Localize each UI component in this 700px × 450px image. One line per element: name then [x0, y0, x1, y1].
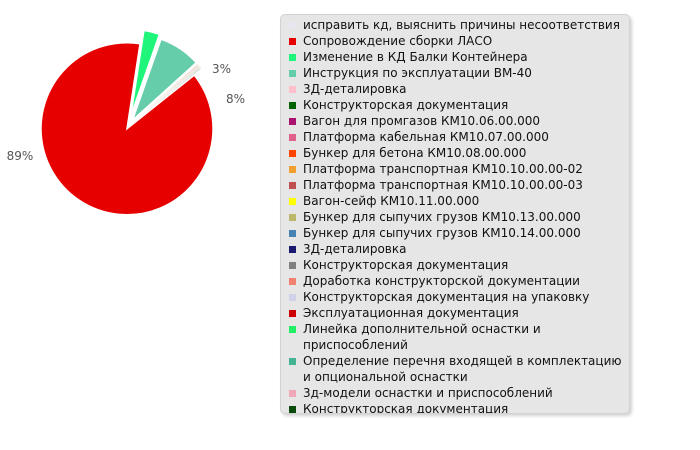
legend-swatch [289, 358, 296, 365]
legend-item: Инструкция по эксплуатации ВМ-40 [289, 65, 625, 81]
legend-item: Вагон-сейф КМ10.11.00.000 [289, 193, 625, 209]
legend-swatch [289, 182, 296, 189]
legend-item: Эксплуатационная документация [289, 305, 625, 321]
legend-label: исправить кд, выяснить причины несоответ… [303, 18, 620, 32]
legend-item: Определение перечня входящей в комплекта… [289, 353, 625, 385]
legend-label: Доработка конструкторской документации [303, 274, 580, 288]
legend-item: 3д-модели оснастки и приспособлений [289, 385, 625, 401]
legend-label: 3Д-деталировка [303, 242, 407, 256]
legend-swatch [289, 198, 296, 205]
legend-swatch [289, 294, 296, 301]
legend-item: Бункер для сыпучих грузов КМ10.14.00.000 [289, 225, 625, 241]
legend-label: Бункер для бетона КМ10.08.00.000 [303, 146, 527, 160]
legend-item: Доработка конструкторской документации [289, 273, 625, 289]
legend-swatch [289, 262, 296, 269]
legend-label: Инструкция по эксплуатации ВМ-40 [303, 66, 532, 80]
legend-item: исправить кд, выяснить причины несоответ… [289, 17, 625, 33]
legend-item: Конструкторская документация [289, 97, 625, 113]
legend-swatch [289, 150, 296, 157]
legend-item: Бункер для бетона КМ10.08.00.000 [289, 145, 625, 161]
legend-swatch [289, 54, 296, 61]
legend-swatch [289, 278, 296, 285]
legend-item: Конструкторская документация [289, 257, 625, 273]
legend-label: Конструкторская документация [303, 258, 509, 272]
legend-label: Конструкторская документация [303, 98, 509, 112]
legend-label: 3Д-деталировка [303, 82, 407, 96]
legend-label: Бункер для сыпучих грузов КМ10.14.00.000 [303, 226, 581, 240]
legend-item: Платформа транспортная КМ10.10.00.00-03 [289, 177, 625, 193]
legend-item: Линейка дополнительной оснастки и приспо… [289, 321, 625, 353]
legend-swatch [289, 134, 296, 141]
legend-label: 3д-модели оснастки и приспособлений [303, 386, 553, 400]
legend-swatch [289, 310, 296, 317]
legend-label: Линейка дополнительной оснастки и приспо… [303, 322, 541, 352]
legend-label: Вагон-сейф КМ10.11.00.000 [303, 194, 480, 208]
legend-item: Изменение в КД Балки Контейнера [289, 49, 625, 65]
legend-label: Конструкторская документация [303, 402, 509, 414]
legend-item: 3Д-деталировка [289, 241, 625, 257]
legend-item: Платформа транспортная КМ10.10.00.00-02 [289, 161, 625, 177]
legend-label: Платформа транспортная КМ10.10.00.00-02 [303, 162, 583, 176]
legend-label: Платформа транспортная КМ10.10.00.00-03 [303, 178, 583, 192]
pie-slice [130, 29, 161, 116]
legend-label: Платформа кабельная КМ10.07.00.000 [303, 130, 549, 144]
pie-data-label: 3% [212, 62, 231, 76]
legend-item: Бункер для сыпучих грузов КМ10.13.00.000 [289, 209, 625, 225]
legend-label: Определение перечня входящей в комплекта… [303, 354, 622, 384]
chart-legend: исправить кд, выяснить причины несоответ… [280, 14, 630, 414]
legend-label: Эксплуатационная документация [303, 306, 519, 320]
pie-slice [131, 38, 198, 121]
legend-item: Вагон для промгазов КМ10.06.00.000 [289, 113, 625, 129]
legend-swatch [289, 118, 296, 125]
legend-item: Сопровождение сборки ЛАСО [289, 33, 625, 49]
legend-swatch [289, 86, 296, 93]
legend-swatch [289, 390, 296, 397]
legend-swatch [289, 406, 296, 413]
legend-item: Конструкторская документация на упаковку [289, 289, 625, 305]
legend-item: 3Д-деталировка [289, 81, 625, 97]
legend-swatch [289, 38, 296, 45]
pie-chart: 89% 3% 8% [7, 29, 245, 216]
legend-swatch [289, 214, 296, 221]
pie-slice [40, 42, 214, 216]
pie-data-label: 8% [226, 92, 245, 106]
legend-swatch [289, 326, 296, 333]
legend-label: Сопровождение сборки ЛАСО [303, 34, 493, 48]
legend-label: Вагон для промгазов КМ10.06.00.000 [303, 114, 541, 128]
legend-swatch [289, 22, 296, 29]
legend-label: Изменение в КД Балки Контейнера [303, 50, 528, 64]
legend-swatch [289, 246, 296, 253]
pie-slice [133, 68, 201, 123]
legend-label: Бункер для сыпучих грузов КМ10.13.00.000 [303, 210, 581, 224]
pie-data-label: 89% [7, 149, 34, 163]
legend-label: Конструкторская документация на упаковку [303, 290, 590, 304]
legend-swatch [289, 230, 296, 237]
legend-item: Платформа кабельная КМ10.07.00.000 [289, 129, 625, 145]
legend-swatch [289, 70, 296, 77]
legend-item: Конструкторская документация [289, 401, 625, 414]
legend-swatch [289, 102, 296, 109]
legend-swatch [289, 166, 296, 173]
